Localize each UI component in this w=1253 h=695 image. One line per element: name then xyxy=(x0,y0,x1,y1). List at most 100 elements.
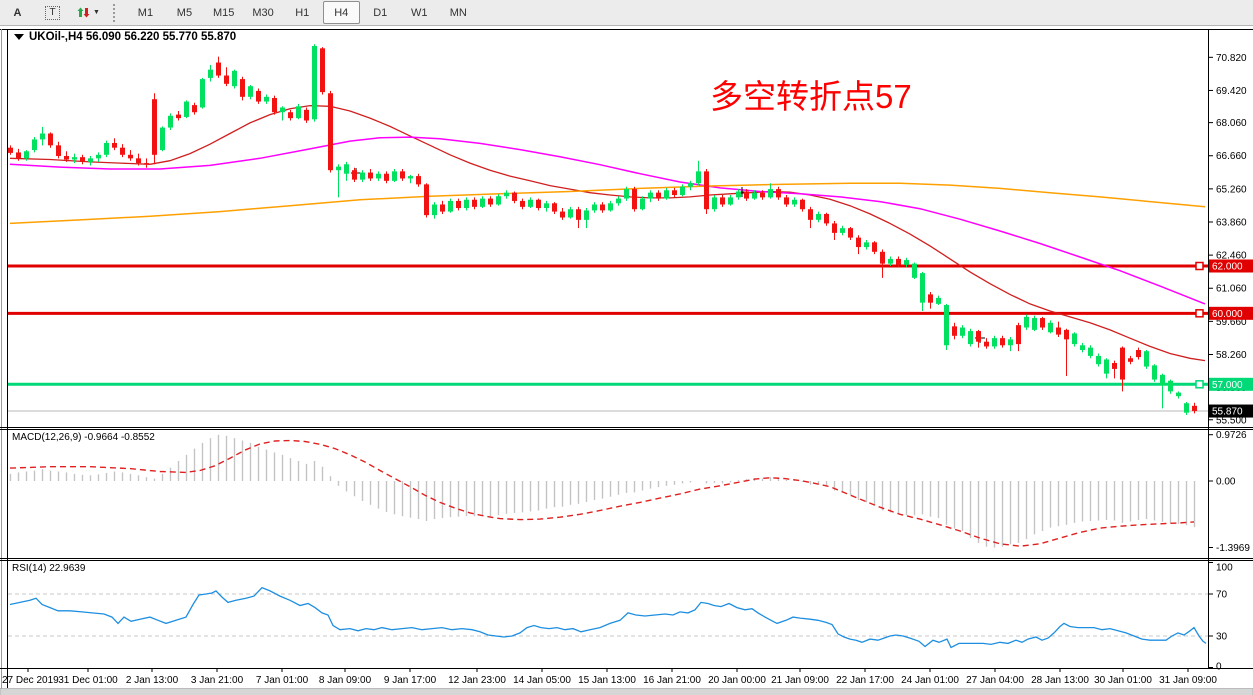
candle xyxy=(520,200,525,207)
candle xyxy=(744,191,749,199)
candle xyxy=(672,190,677,196)
candle xyxy=(616,198,621,204)
time-label: 3 Jan 21:00 xyxy=(191,675,244,686)
candle xyxy=(792,199,797,205)
candle xyxy=(272,98,277,113)
candle xyxy=(600,204,605,211)
candle xyxy=(632,189,637,210)
time-label: 24 Jan 01:00 xyxy=(901,675,959,686)
font-tool-button[interactable]: A xyxy=(13,6,22,19)
toolbar-drag-handle[interactable] xyxy=(112,3,122,22)
time-label: 27 Jan 04:00 xyxy=(966,675,1024,686)
timeframe-button-H4[interactable]: H4 xyxy=(322,1,360,24)
candle xyxy=(200,79,205,108)
candle xyxy=(432,204,437,216)
candle xyxy=(1088,347,1093,356)
timeframe-button-D1[interactable]: D1 xyxy=(373,6,388,19)
rsi-tick-label: 70 xyxy=(1216,590,1228,601)
arrows-tool-button[interactable]: ▼ xyxy=(71,1,106,24)
candle xyxy=(1152,365,1157,380)
candle xyxy=(824,213,829,224)
rsi-label: RSI(14) 22.9639 xyxy=(12,563,86,574)
candle xyxy=(976,331,981,342)
candle xyxy=(264,96,269,102)
candle xyxy=(152,99,157,155)
symbol-dropdown-icon[interactable] xyxy=(14,34,24,40)
time-axis[interactable]: 27 Dec 2019 31 Dec 01:00 2 Jan 13:00 3 Jan … xyxy=(2,669,1217,686)
candle xyxy=(1184,403,1189,413)
candle xyxy=(928,294,933,303)
candle xyxy=(528,199,533,207)
candle xyxy=(768,189,773,198)
price-tick-label: 58.260 xyxy=(1216,350,1247,361)
candle xyxy=(56,145,61,156)
ma-fast-red xyxy=(9,104,1206,362)
price-tick-label: 69.420 xyxy=(1216,86,1247,97)
timeframe-button-MN[interactable]: MN xyxy=(449,6,467,19)
chart-canvas[interactable]: 70.820 69.420 68.060 66.660 65.260 63.860 62.4… xyxy=(0,26,1253,695)
candle xyxy=(1072,333,1077,345)
level-badge xyxy=(1208,259,1253,273)
candle xyxy=(1176,392,1181,397)
time-label: 14 Jan 05:00 xyxy=(513,675,571,686)
macd-pane: 0.9726 0.00 -1.3969 MACD(12,26,9) -0.9664 -… xyxy=(9,430,1250,554)
timeframe-button-M5[interactable]: M5 xyxy=(176,6,193,19)
candle xyxy=(168,115,173,128)
timeframe-button-H1[interactable]: H1 xyxy=(295,6,310,19)
bottom-strip xyxy=(0,688,1253,695)
level-handle[interactable] xyxy=(1195,380,1204,389)
candle xyxy=(608,203,613,211)
candle xyxy=(848,228,853,238)
candle xyxy=(352,170,357,180)
level-handle[interactable] xyxy=(1195,309,1204,318)
price-tick-label: 66.660 xyxy=(1216,151,1247,162)
candle xyxy=(144,163,149,165)
rsi-pane: 100 70 30 0 RSI(14) 22.9639 xyxy=(8,562,1233,673)
candle xyxy=(984,341,989,347)
text-tool-button[interactable]: T xyxy=(36,1,69,24)
ma-slow-orange xyxy=(9,182,1206,225)
candle xyxy=(736,191,741,198)
candle xyxy=(184,101,189,117)
timeframe-button-M1[interactable]: M1 xyxy=(137,6,154,19)
candle xyxy=(440,204,445,212)
timeframe-button-M15[interactable]: M15 xyxy=(212,6,235,19)
candle xyxy=(568,209,573,218)
candle xyxy=(344,164,349,174)
macd-tick-label: 0.9726 xyxy=(1216,430,1247,441)
candle xyxy=(904,260,909,265)
price-tick-label: 61.060 xyxy=(1216,284,1247,295)
main-pane: 70.820 69.420 68.060 66.660 65.260 63.860 62.4… xyxy=(8,31,1253,426)
candle xyxy=(1048,322,1053,333)
candle xyxy=(880,251,885,264)
candle xyxy=(376,173,381,179)
candle xyxy=(392,171,397,181)
candle xyxy=(312,45,317,120)
candle xyxy=(624,189,629,199)
timeframe-button-M30[interactable]: M30 xyxy=(252,6,274,19)
candle xyxy=(1136,349,1141,358)
arrows-icon xyxy=(77,7,90,18)
level-handle[interactable] xyxy=(1195,261,1204,271)
candle xyxy=(888,258,893,264)
chart-annotation-text[interactable]: 多空转折点57 xyxy=(710,78,912,115)
candle xyxy=(808,209,813,220)
rsi-tick-label: 0 xyxy=(1216,662,1222,673)
candle xyxy=(712,197,717,210)
candle xyxy=(856,237,861,248)
candle xyxy=(256,90,261,102)
candle xyxy=(648,192,653,199)
candle xyxy=(760,192,765,198)
candle xyxy=(944,305,949,346)
timeframe-button-W1[interactable]: W1 xyxy=(411,6,428,19)
candle xyxy=(664,190,669,199)
ma-mid-magenta xyxy=(9,136,1206,305)
time-label: 12 Jan 23:00 xyxy=(448,675,506,686)
price-tick-label: 62.460 xyxy=(1216,251,1247,262)
time-label: 2 Jan 13:00 xyxy=(126,675,179,686)
time-label: 30 Jan 01:00 xyxy=(1094,675,1152,686)
price-tick-label: 59.660 xyxy=(1216,317,1247,328)
candle xyxy=(480,198,485,207)
candle xyxy=(128,154,133,159)
candle xyxy=(80,157,85,162)
